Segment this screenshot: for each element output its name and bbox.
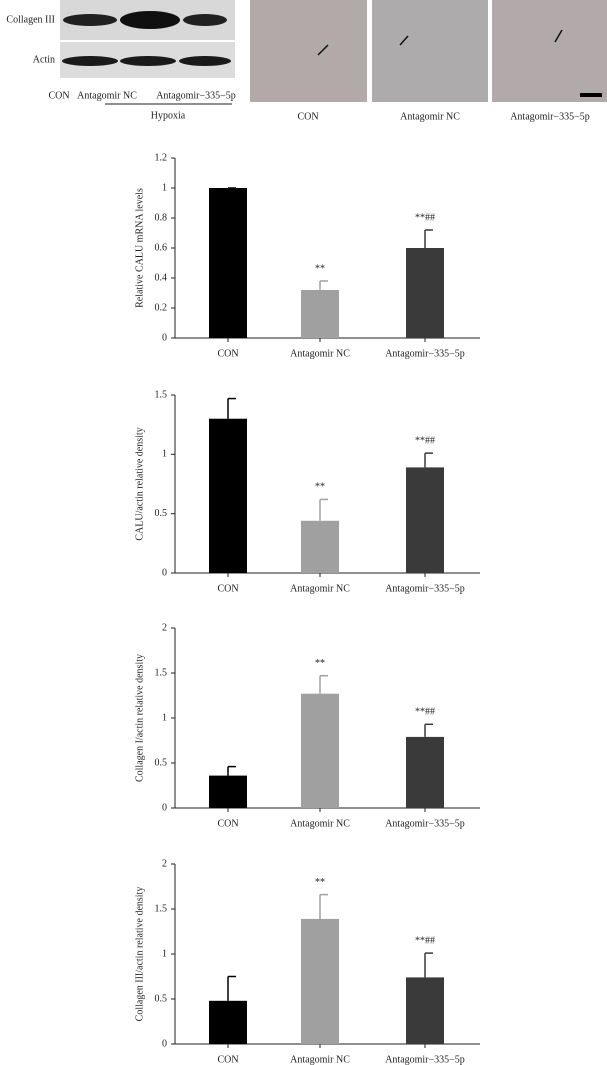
micrograph xyxy=(250,0,367,102)
significance-label: ** xyxy=(315,877,325,888)
significance-label: ** xyxy=(315,482,325,493)
scale-bar xyxy=(580,93,602,97)
band xyxy=(120,11,180,29)
significance-label: **## xyxy=(415,435,435,446)
x-tick-label: Antagomir NC xyxy=(290,348,350,359)
bar xyxy=(406,977,444,1044)
bar xyxy=(209,418,247,573)
band xyxy=(63,14,117,26)
bar xyxy=(301,290,339,338)
y-axis-label: Collagen I/actin relative density xyxy=(134,654,145,782)
panel-label: Antagomir NC xyxy=(400,111,460,122)
x-tick-label: Antagomir−335−5p xyxy=(385,583,465,594)
y-tick-label: 2 xyxy=(162,858,167,869)
bar xyxy=(209,1000,247,1044)
y-axis-label: CALU/actin relative density xyxy=(134,427,145,540)
lane-label: Antagomir−335−5p xyxy=(156,90,236,101)
arrow xyxy=(399,35,409,46)
lane-label: CON xyxy=(48,90,69,101)
y-axis-label: Relative CALU mRNA levels xyxy=(134,188,145,308)
significance-label: **## xyxy=(415,935,435,946)
western-blot: Collagen III Actin CON Antagomir NC Anta… xyxy=(6,0,236,121)
x-tick-label: CON xyxy=(217,1054,238,1065)
x-tick-label: Antagomir−335−5p xyxy=(385,818,465,829)
y-axis-label: Collagen III/actin relative density xyxy=(134,887,145,1022)
significance-label: ** xyxy=(315,263,325,274)
bar xyxy=(406,736,444,808)
y-tick-label: 0.4 xyxy=(155,272,168,283)
x-tick-label: Antagomir NC xyxy=(290,1054,350,1065)
micrograph xyxy=(372,0,488,102)
x-tick-label: Antagomir−335−5p xyxy=(385,348,465,359)
arrow xyxy=(554,29,563,43)
y-tick-label: 0.5 xyxy=(155,993,168,1004)
y-tick-label: 1.2 xyxy=(155,152,168,163)
y-tick-label: 0.6 xyxy=(155,242,168,253)
band xyxy=(179,56,231,66)
histology: CON Antagomir NC Antagomir−335−5p xyxy=(250,0,607,122)
y-tick-label: 0.2 xyxy=(155,302,168,313)
y-tick-label: 0.5 xyxy=(155,757,168,768)
y-tick-label: 1.5 xyxy=(155,903,168,914)
y-tick-label: 1.5 xyxy=(155,389,168,400)
bar xyxy=(301,693,339,808)
lane-label: Antagomir NC xyxy=(77,90,137,101)
significance-label: **## xyxy=(415,212,435,223)
micrograph xyxy=(492,0,607,102)
row-label: Actin xyxy=(33,54,55,65)
y-tick-label: 1 xyxy=(162,712,167,723)
band xyxy=(62,56,118,66)
panel-label: Antagomir−335−5p xyxy=(510,111,590,122)
bar xyxy=(301,520,339,573)
x-tick-label: Antagomir NC xyxy=(290,818,350,829)
y-tick-label: 2 xyxy=(162,622,167,633)
panel-label: CON xyxy=(297,111,318,122)
bar xyxy=(406,467,444,573)
y-tick-label: 0.8 xyxy=(155,212,168,223)
y-tick-label: 0 xyxy=(162,802,167,813)
significance-label: ** xyxy=(315,658,325,669)
bar xyxy=(406,248,444,338)
y-tick-label: 1 xyxy=(162,182,167,193)
band xyxy=(120,56,176,66)
bar xyxy=(209,188,247,338)
x-tick-label: CON xyxy=(217,818,238,829)
x-tick-label: CON xyxy=(217,583,238,594)
x-tick-label: Antagomir−335−5p xyxy=(385,1054,465,1065)
y-tick-label: 1 xyxy=(162,948,167,959)
row-label: Collagen III xyxy=(6,14,55,25)
group-label: Hypoxia xyxy=(151,110,186,121)
significance-label: **## xyxy=(415,707,435,718)
y-tick-label: 0 xyxy=(162,567,167,578)
x-tick-label: CON xyxy=(217,348,238,359)
y-tick-label: 1 xyxy=(162,449,167,460)
y-tick-label: 1.5 xyxy=(155,667,168,678)
arrow xyxy=(317,44,329,56)
y-tick-label: 0 xyxy=(162,332,167,343)
band xyxy=(183,14,227,26)
bar xyxy=(301,918,339,1044)
y-tick-label: 0 xyxy=(162,1038,167,1049)
y-tick-label: 0.5 xyxy=(155,508,168,519)
bar xyxy=(209,775,247,808)
x-tick-label: Antagomir NC xyxy=(290,583,350,594)
